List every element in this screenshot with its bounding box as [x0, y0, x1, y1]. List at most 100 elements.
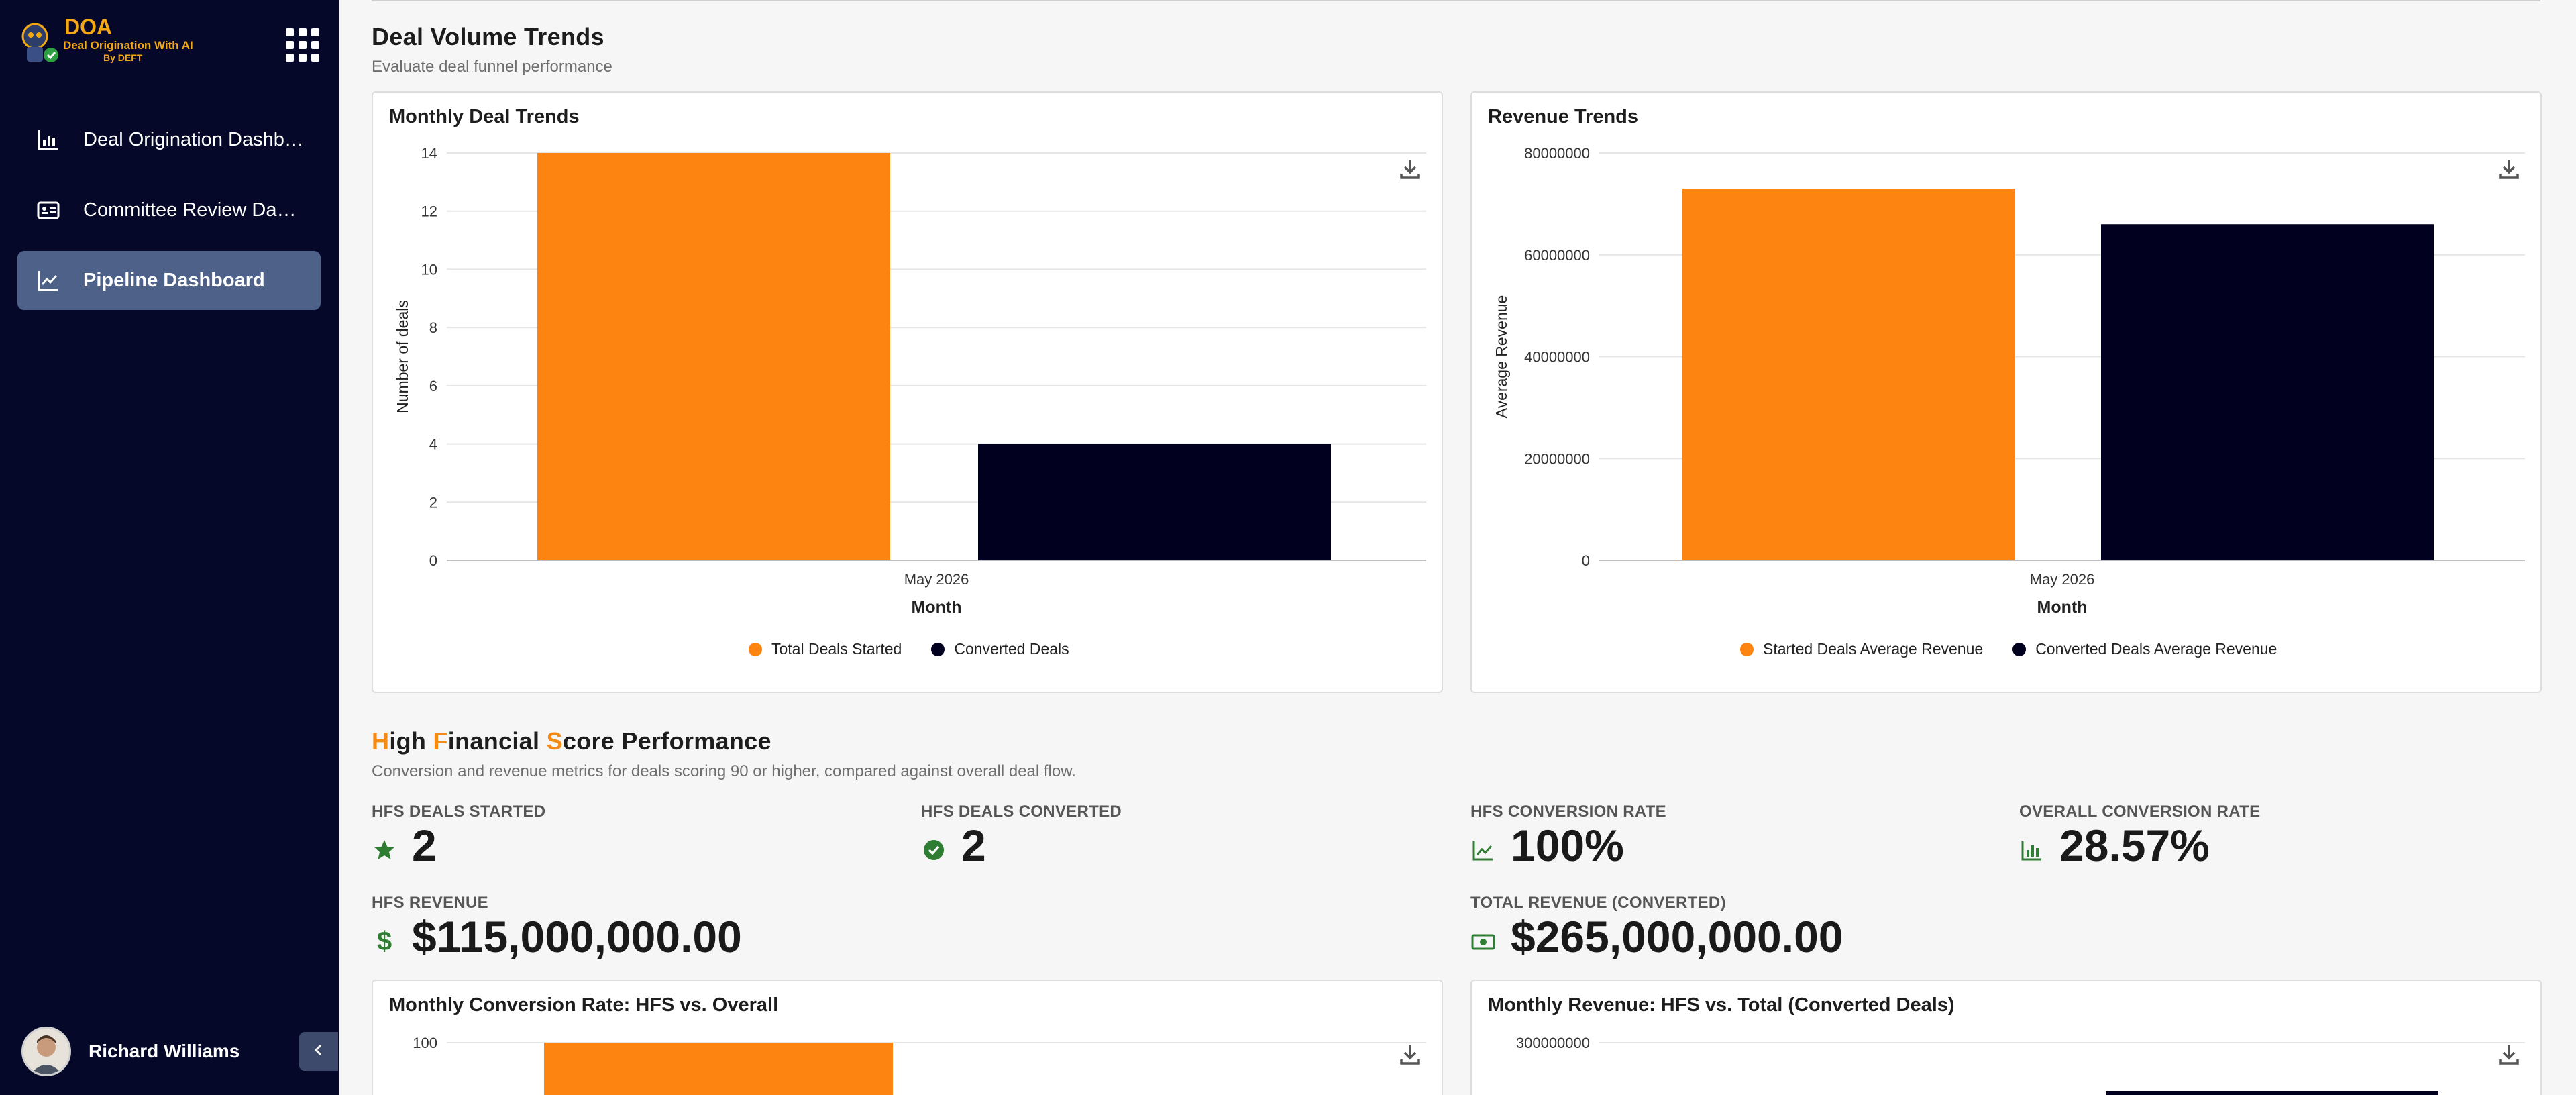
- y-tick-label: 60000000: [1524, 247, 1590, 264]
- logo-title: DOA: [64, 15, 113, 39]
- bar-started-deals-average-revenue: [1682, 189, 2015, 560]
- user-profile[interactable]: Richard Williams: [21, 1027, 239, 1076]
- download-icon[interactable]: [2496, 156, 2522, 182]
- chart-title: Monthly Deal Trends: [389, 106, 580, 127]
- y-tick-label: 300000000: [1516, 1035, 1590, 1051]
- chevron-left-icon: [311, 1042, 327, 1061]
- y-tick-label: 12: [421, 203, 437, 220]
- id-card-icon: [35, 197, 62, 223]
- dollar-icon: $: [376, 926, 392, 956]
- download-icon[interactable]: [1397, 156, 1424, 182]
- kpi-label-hfs-revenue: HFS REVENUE: [372, 894, 488, 912]
- legend-dot-orange: [1740, 642, 1754, 656]
- trending-up-icon: [35, 267, 62, 294]
- sidebar-item-pipeline[interactable]: Pipeline Dashboard: [17, 251, 321, 310]
- kpi-hfs-converted: 2: [921, 820, 986, 871]
- kpi-value: 2: [961, 821, 986, 870]
- sidebar-item-committee-review[interactable]: Committee Review Dashboard: [17, 180, 321, 240]
- y-tick-label: 14: [421, 145, 437, 162]
- legend-label: Total Deals Started: [771, 640, 902, 658]
- bar-chart-icon: [35, 126, 62, 153]
- download-icon[interactable]: [2496, 1041, 2522, 1068]
- section-title-volume: Deal Volume Trends: [372, 23, 604, 50]
- y-axis-label: Number of deals: [394, 300, 411, 413]
- bar-chart-deals: 0 2 4 6 8 10 12 14 May 2026 Month Number of deals: [394, 145, 1426, 617]
- chart-legend: Total Deals Started Converted Deals: [749, 640, 1099, 658]
- x-axis-label: Month: [2037, 598, 2088, 617]
- chart-title: Revenue Trends: [1488, 106, 1639, 127]
- legend-dot-navy: [931, 642, 945, 656]
- chart-card-monthly-revenue: Monthly Revenue: HFS vs. Total (Converte…: [1470, 980, 2542, 1095]
- sidebar-item-deal-origination[interactable]: Deal Origination Dashboard: [17, 110, 321, 169]
- y-tick-label: 0: [1582, 552, 1590, 569]
- bar-conversion-rate: [544, 1043, 893, 1095]
- y-axis-label: Average Revenue: [1493, 295, 1510, 419]
- legend-item[interactable]: Converted Deals: [931, 640, 1069, 658]
- apps-grid-icon[interactable]: [282, 24, 319, 62]
- legend-item[interactable]: Converted Deals Average Revenue: [2012, 640, 2277, 658]
- sidebar-item-label: Deal Origination Dashboard: [83, 128, 305, 150]
- kpi-value: 100%: [1511, 821, 1624, 870]
- section-subtitle-volume: Evaluate deal funnel performance: [372, 58, 612, 76]
- legend-label: Started Deals Average Revenue: [1763, 640, 1984, 658]
- y-tick-label: 100: [413, 1035, 437, 1051]
- kpi-label-hfs-conversion-rate: HFS CONVERSION RATE: [1470, 802, 1666, 821]
- y-tick-label: 80000000: [1524, 145, 1590, 162]
- user-name: Richard Williams: [89, 1041, 240, 1061]
- kpi-hfs-revenue: $ $115,000,000.00: [372, 911, 742, 962]
- y-tick-label: 10: [421, 261, 437, 278]
- section-title-hfs: High Financial Score Performance: [372, 727, 771, 755]
- star-icon: [372, 837, 397, 863]
- legend-label: Converted Deals: [954, 640, 1069, 658]
- sidebar-item-label: Pipeline Dashboard: [83, 269, 265, 291]
- x-tick-label: May 2026: [904, 571, 969, 588]
- y-tick-label: 40000000: [1524, 349, 1590, 366]
- section-subtitle-hfs: Conversion and revenue metrics for deals…: [372, 762, 1076, 780]
- bar-total-deals-started: [537, 153, 890, 560]
- download-icon[interactable]: [1397, 1041, 1424, 1068]
- kpi-value: $265,000,000.00: [1511, 912, 1843, 961]
- chart-card-monthly-deal-trends: Monthly Deal Trends 0 2 4 6 8 10 12 14 May 2026 M…: [372, 91, 1443, 693]
- kpi-value: 28.57%: [2059, 821, 2210, 870]
- kpi-label-hfs-started: HFS DEALS STARTED: [372, 802, 546, 821]
- x-axis-label: Month: [912, 598, 962, 617]
- logo-byline: By DEFT: [103, 52, 143, 63]
- kpi-label-overall-conversion-rate: OVERALL CONVERSION RATE: [2019, 802, 2261, 821]
- bar-chart-revenue: 0 20000000 40000000 60000000 80000000 May 202…: [1493, 145, 2525, 617]
- doa-logo[interactable]: DOA Deal Origination With AI By DEFT: [17, 12, 205, 70]
- bar-monthly-revenue: [2106, 1091, 2438, 1095]
- y-tick-label: 20000000: [1524, 450, 1590, 467]
- divider: [372, 0, 2540, 1]
- legend-dot-orange: [749, 642, 762, 656]
- legend-item[interactable]: Total Deals Started: [749, 640, 902, 658]
- bar-converted-deals-average-revenue: [2101, 224, 2434, 560]
- legend-item[interactable]: Started Deals Average Revenue: [1740, 640, 1983, 658]
- chart-title: Monthly Revenue: HFS vs. Total (Converte…: [1488, 994, 1955, 1016]
- chart-card-revenue-trends: Revenue Trends 0 20000000 40000000 60000000…: [1470, 91, 2542, 693]
- chart-title: Monthly Conversion Rate: HFS vs. Overall: [389, 994, 779, 1016]
- kpi-hfs-conversion-rate: 100%: [1470, 820, 1624, 871]
- banknote-icon: [1470, 929, 1496, 954]
- chart-card-monthly-conversion-rate: Monthly Conversion Rate: HFS vs. Overall…: [372, 980, 1443, 1095]
- sidebar: DOA Deal Origination With AI By DEFT Dea…: [0, 0, 339, 1095]
- y-tick-label: 8: [429, 319, 437, 336]
- trending-up-icon: [1470, 837, 1496, 863]
- bar-chart-icon: [2019, 837, 2045, 863]
- chart-legend: Started Deals Average Revenue Converted …: [1740, 640, 2306, 658]
- logo-subtitle: Deal Origination With AI: [63, 39, 193, 52]
- y-tick-label: 0: [429, 552, 437, 569]
- kpi-label-total-revenue: TOTAL REVENUE (CONVERTED): [1470, 894, 1726, 912]
- y-tick-label: 4: [429, 436, 437, 453]
- legend-label: Converted Deals Average Revenue: [2035, 640, 2277, 658]
- y-tick-label: 2: [429, 494, 437, 511]
- bar-chart-conversion-rate: 100: [413, 1035, 1426, 1095]
- avatar: [21, 1027, 71, 1076]
- legend-dot-navy: [2012, 642, 2027, 656]
- collapse-sidebar-button[interactable]: [299, 1032, 338, 1071]
- bar-converted-deals: [978, 444, 1331, 560]
- bar-chart-monthly-revenue: 300000000: [1516, 1035, 2525, 1095]
- kpi-value: 2: [412, 821, 437, 870]
- x-tick-label: May 2026: [2030, 571, 2095, 588]
- check-circle-icon: [921, 837, 947, 863]
- sidebar-item-label: Committee Review Dashboard: [83, 199, 305, 221]
